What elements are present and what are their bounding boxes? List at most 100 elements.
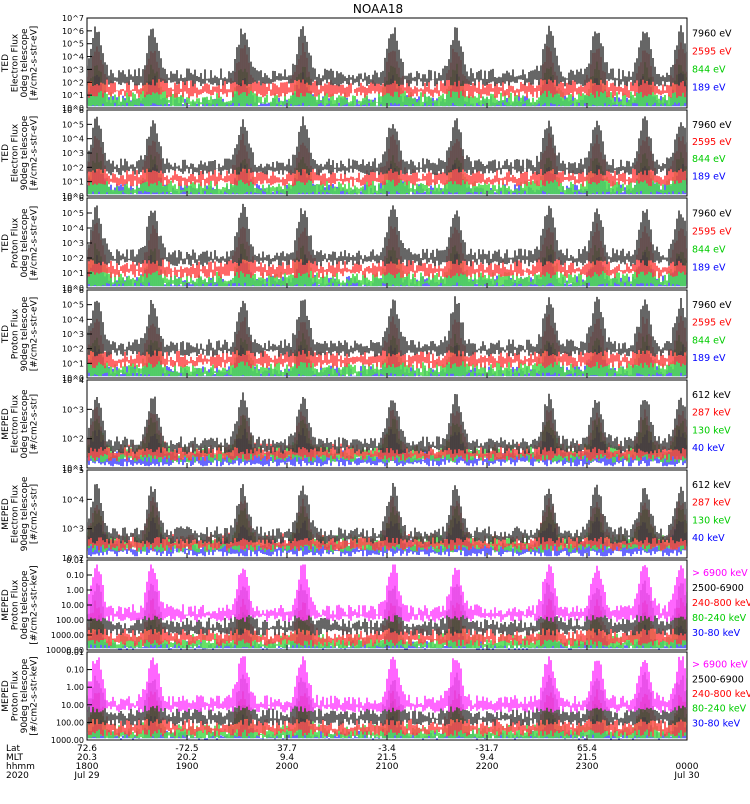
legend-label: 7960 eV — [692, 28, 732, 39]
y-tick-label: 10^5 — [62, 40, 84, 49]
legend-label: 2595 eV — [692, 226, 732, 237]
x-tick-label: 20.2 — [177, 753, 197, 763]
ylabel-line: 0deg telescope — [20, 389, 30, 459]
y-tick-label: 10^3 — [62, 65, 84, 74]
y-tick-label: 0.10 — [66, 666, 84, 675]
legend-label: 189 eV — [692, 171, 726, 182]
ylabel-line: TED — [1, 325, 11, 344]
x-tick-label: 20.3 — [77, 753, 97, 763]
y-tick-label: 10^5 — [62, 466, 84, 475]
legend-label: 30-80 keV — [692, 628, 741, 639]
ylabel-line: Electron Flux — [11, 484, 21, 543]
y-tick-label: 10^2 — [62, 254, 84, 263]
legend-label: 7960 eV — [692, 208, 732, 219]
legend-label: 7960 eV — [692, 120, 732, 131]
panel-2: TEDElectron Flux90deg telescope[#/cm2-s-… — [1, 106, 732, 201]
y-tick-label: 10^4 — [62, 224, 84, 233]
panel-traces — [87, 25, 687, 107]
panel-1: TEDElectron Flux0deg telescope[#/cm2-s-s… — [1, 14, 732, 113]
panel-ylabel: MEPEDProton Flux90deg telescope[#/cm2-s-… — [1, 656, 40, 735]
legend-label: 844 eV — [692, 64, 726, 75]
series-trace — [87, 296, 687, 357]
panel-8: MEPEDProton Flux90deg telescope[#/cm2-s-… — [1, 648, 750, 745]
legend-label: 2500-6900 — [692, 674, 744, 685]
y-tick-label: 10^5 — [62, 209, 84, 218]
y-tick-label: 0.01 — [66, 556, 84, 565]
x-row-label: hhmm — [6, 762, 35, 772]
series-trace — [87, 25, 687, 87]
x-tick-label: 21.5 — [577, 753, 597, 763]
ylabel-line: 90deg telescope — [20, 296, 30, 371]
x-tick-label: 37.7 — [277, 744, 297, 754]
ylabel-line: Proton Flux — [11, 670, 21, 721]
panel-ylabel: TEDElectron Flux90deg telescope[#/cm2-s-… — [1, 115, 40, 190]
x-tick-label: -3.4 — [378, 744, 396, 754]
panel-ylabel: TEDProton Flux90deg telescope[#/cm2-s-st… — [1, 296, 40, 371]
panel-5: MEPEDElectron Flux0deg telescope[#/cm2-s… — [1, 376, 731, 473]
y-tick-label: 10^5 — [62, 120, 84, 129]
chart-title: NOAA18 — [353, 2, 403, 16]
y-tick-label: 10^3 — [62, 525, 84, 534]
panel-ylabel: MEPEDElectron Flux0deg telescope[#/cm2-s… — [1, 389, 40, 459]
legend-label: 40 keV — [692, 443, 725, 454]
ylabel-line: Proton Flux — [11, 579, 21, 630]
x-tick-label: 1800 — [76, 762, 99, 772]
panel-traces — [87, 656, 687, 740]
ylabel-line: [#/cm2-s-str-keV] — [30, 656, 40, 735]
ylabel-line: [#/cm2-s-str] — [30, 394, 40, 454]
x-tick-label: 65.4 — [577, 744, 597, 754]
legend-label: 40 keV — [692, 533, 725, 544]
panel-traces — [87, 483, 687, 557]
legend-label: 2595 eV — [692, 137, 732, 148]
x-tick-label: -31.7 — [475, 744, 498, 754]
ylabel-line: MEPED — [1, 680, 11, 712]
y-tick-label: 10^0 — [62, 374, 84, 383]
x-tick-label: Jul 29 — [73, 771, 99, 781]
panel-ylabel: MEPEDElectron Flux90deg telescope[#/cm2-… — [1, 476, 40, 551]
ylabel-line: [#/cm2-s-str-eV] — [30, 206, 40, 281]
y-tick-label: 100.00 — [56, 616, 84, 625]
legend-label: 7960 eV — [692, 300, 732, 311]
legend-label: 189 eV — [692, 82, 726, 93]
x-row-label: MLT — [6, 753, 24, 763]
legend-label: 80-240 keV — [692, 613, 747, 624]
x-tick-label: 21.5 — [377, 753, 397, 763]
y-tick-label: 10^4 — [62, 53, 84, 62]
legend-label: 2500-6900 — [692, 583, 744, 594]
series-trace — [87, 483, 687, 544]
series-trace — [87, 116, 687, 176]
y-tick-label: 10^0 — [62, 104, 84, 113]
legend-label: 189 eV — [692, 262, 726, 273]
panel-7: MEPEDProton Flux0deg telescope[#/cm2-s-s… — [1, 556, 750, 655]
y-tick-label: 1000.00 — [51, 736, 84, 745]
legend-label: 287 keV — [692, 408, 731, 419]
ylabel-line: TED — [1, 54, 11, 73]
panel-traces — [87, 203, 687, 287]
x-row-label: Lat — [6, 744, 21, 754]
y-tick-label: 10^4 — [62, 315, 84, 324]
x-tick-label: 0000 — [676, 762, 699, 772]
y-tick-label: 10.00 — [61, 701, 84, 710]
legend-label: 130 keV — [692, 425, 731, 436]
y-tick-label: 0.01 — [66, 648, 84, 657]
series-trace — [87, 392, 687, 454]
ylabel-line: Proton Flux — [11, 217, 21, 268]
y-tick-label: 10^0 — [62, 284, 84, 293]
x-tick-label: 9.4 — [280, 753, 295, 763]
panel-4: TEDProton Flux90deg telescope[#/cm2-s-st… — [1, 286, 732, 383]
y-tick-label: 10^5 — [62, 301, 84, 310]
ylabel-line: 0deg telescope — [20, 28, 30, 98]
panel-traces — [87, 392, 687, 467]
panel-ylabel: TEDProton Flux0deg telescope[#/cm2-s-str… — [1, 206, 40, 281]
legend-label: 240-800 keV — [692, 689, 750, 700]
y-tick-label: 10000.00 — [46, 646, 84, 655]
y-tick-label: 10^2 — [62, 435, 84, 444]
y-tick-label: 10^2 — [62, 78, 84, 87]
y-tick-label: 1000.00 — [51, 631, 84, 640]
legend-label: 844 eV — [692, 244, 726, 255]
x-tick-label: 2200 — [476, 762, 499, 772]
ylabel-line: 0deg telescope — [20, 570, 30, 640]
